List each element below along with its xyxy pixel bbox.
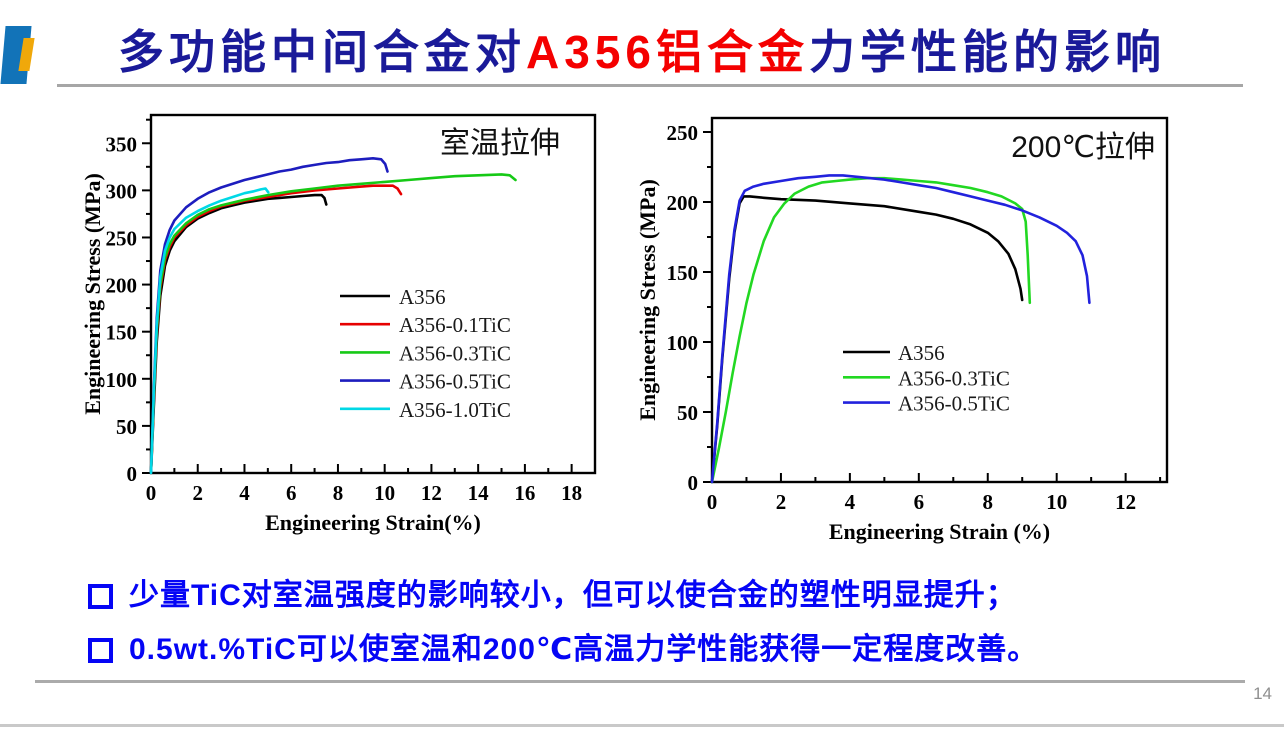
high-temperature-tensile-chart: 0 2 4 6 8 10 12 0 50 100 150 200 250 Engineering Stra… [635, 116, 1169, 544]
svg-text:150: 150 [667, 261, 699, 285]
svg-text:4: 4 [845, 490, 856, 514]
svg-text:2: 2 [776, 490, 787, 514]
svg-text:A356: A356 [399, 285, 446, 309]
svg-text:4: 4 [239, 481, 250, 505]
bullet-text: 0.5wt.%TiC可以使室温和200℃高温力学性能获得一定程度改善。 [129, 633, 1039, 666]
svg-text:室温拉伸: 室温拉伸 [440, 127, 560, 160]
bullet-square-icon [88, 638, 113, 663]
svg-text:16: 16 [514, 481, 535, 505]
svg-text:18: 18 [561, 481, 582, 505]
page-number: 14 [1253, 684, 1272, 703]
svg-text:0: 0 [146, 481, 157, 505]
bullet-square-icon [88, 584, 113, 609]
svg-text:10: 10 [374, 481, 395, 505]
svg-text:300: 300 [106, 179, 138, 203]
svg-text:A356-0.1TiC: A356-0.1TiC [399, 313, 511, 337]
svg-text:A356-0.5TiC: A356-0.5TiC [898, 392, 1010, 416]
svg-text:A356-0.3TiC: A356-0.3TiC [898, 366, 1010, 390]
svg-text:6: 6 [914, 490, 925, 514]
svg-text:150: 150 [106, 321, 138, 345]
svg-text:250: 250 [667, 121, 699, 145]
svg-text:12: 12 [1115, 490, 1136, 514]
svg-text:200℃拉伸: 200℃拉伸 [1011, 131, 1155, 164]
svg-text:50: 50 [116, 415, 137, 439]
title-segment-navy-1: 多功能中间合金对 [118, 26, 527, 78]
svg-text:A356-1.0TiC: A356-1.0TiC [399, 398, 511, 422]
svg-text:10: 10 [1046, 490, 1067, 514]
svg-text:50: 50 [677, 401, 698, 425]
svg-text:A356: A356 [898, 341, 945, 365]
footer-divider [35, 680, 1245, 683]
room-temperature-tensile-chart: 0 2 4 6 8 10 12 14 16 18050100150200250300350Engi… [80, 113, 597, 535]
svg-text:0: 0 [127, 462, 138, 486]
svg-text:6: 6 [286, 481, 297, 505]
svg-text:14: 14 [468, 481, 490, 505]
title-segment-red: A356铝合金 [526, 26, 809, 78]
page-title: 多功能中间合金对A356铝合金力学性能的影响 [0, 16, 1284, 82]
bullet-text: 少量TiC对室温强度的影响较小，但可以使合金的塑性明显提升； [129, 579, 1017, 612]
bottom-edge-divider [0, 724, 1284, 727]
svg-text:A356-0.3TiC: A356-0.3TiC [399, 341, 511, 365]
title-segment-navy-2: 力学性能的影响 [808, 26, 1166, 78]
svg-text:Engineering Stress (MPa): Engineering Stress (MPa) [80, 173, 105, 415]
svg-text:8: 8 [983, 490, 994, 514]
svg-text:200: 200 [667, 191, 699, 215]
svg-text:12: 12 [421, 481, 442, 505]
svg-text:A356-0.5TiC: A356-0.5TiC [399, 370, 511, 394]
svg-text:2: 2 [192, 481, 203, 505]
svg-text:0: 0 [707, 490, 718, 514]
svg-text:8: 8 [333, 481, 344, 505]
svg-text:350: 350 [106, 132, 138, 156]
bullet-item: 少量TiC对室温强度的影响较小，但可以使合金的塑性明显提升； [88, 576, 1238, 616]
title-divider [57, 84, 1243, 87]
svg-text:250: 250 [106, 226, 138, 250]
bullet-item: 0.5wt.%TiC可以使室温和200℃高温力学性能获得一定程度改善。 [88, 630, 1238, 670]
svg-text:Engineering Strain (%): Engineering Strain (%) [829, 519, 1050, 544]
svg-text:200: 200 [106, 274, 138, 298]
conclusion-bullets: 少量TiC对室温强度的影响较小，但可以使合金的塑性明显提升； 0.5wt.%Ti… [88, 576, 1238, 684]
svg-text:100: 100 [106, 368, 138, 392]
svg-text:0: 0 [688, 471, 699, 495]
svg-text:100: 100 [667, 331, 699, 355]
svg-text:Engineering Strain(%): Engineering Strain(%) [265, 510, 481, 535]
svg-text:Engineering Stress (MPa): Engineering Stress (MPa) [635, 179, 660, 421]
